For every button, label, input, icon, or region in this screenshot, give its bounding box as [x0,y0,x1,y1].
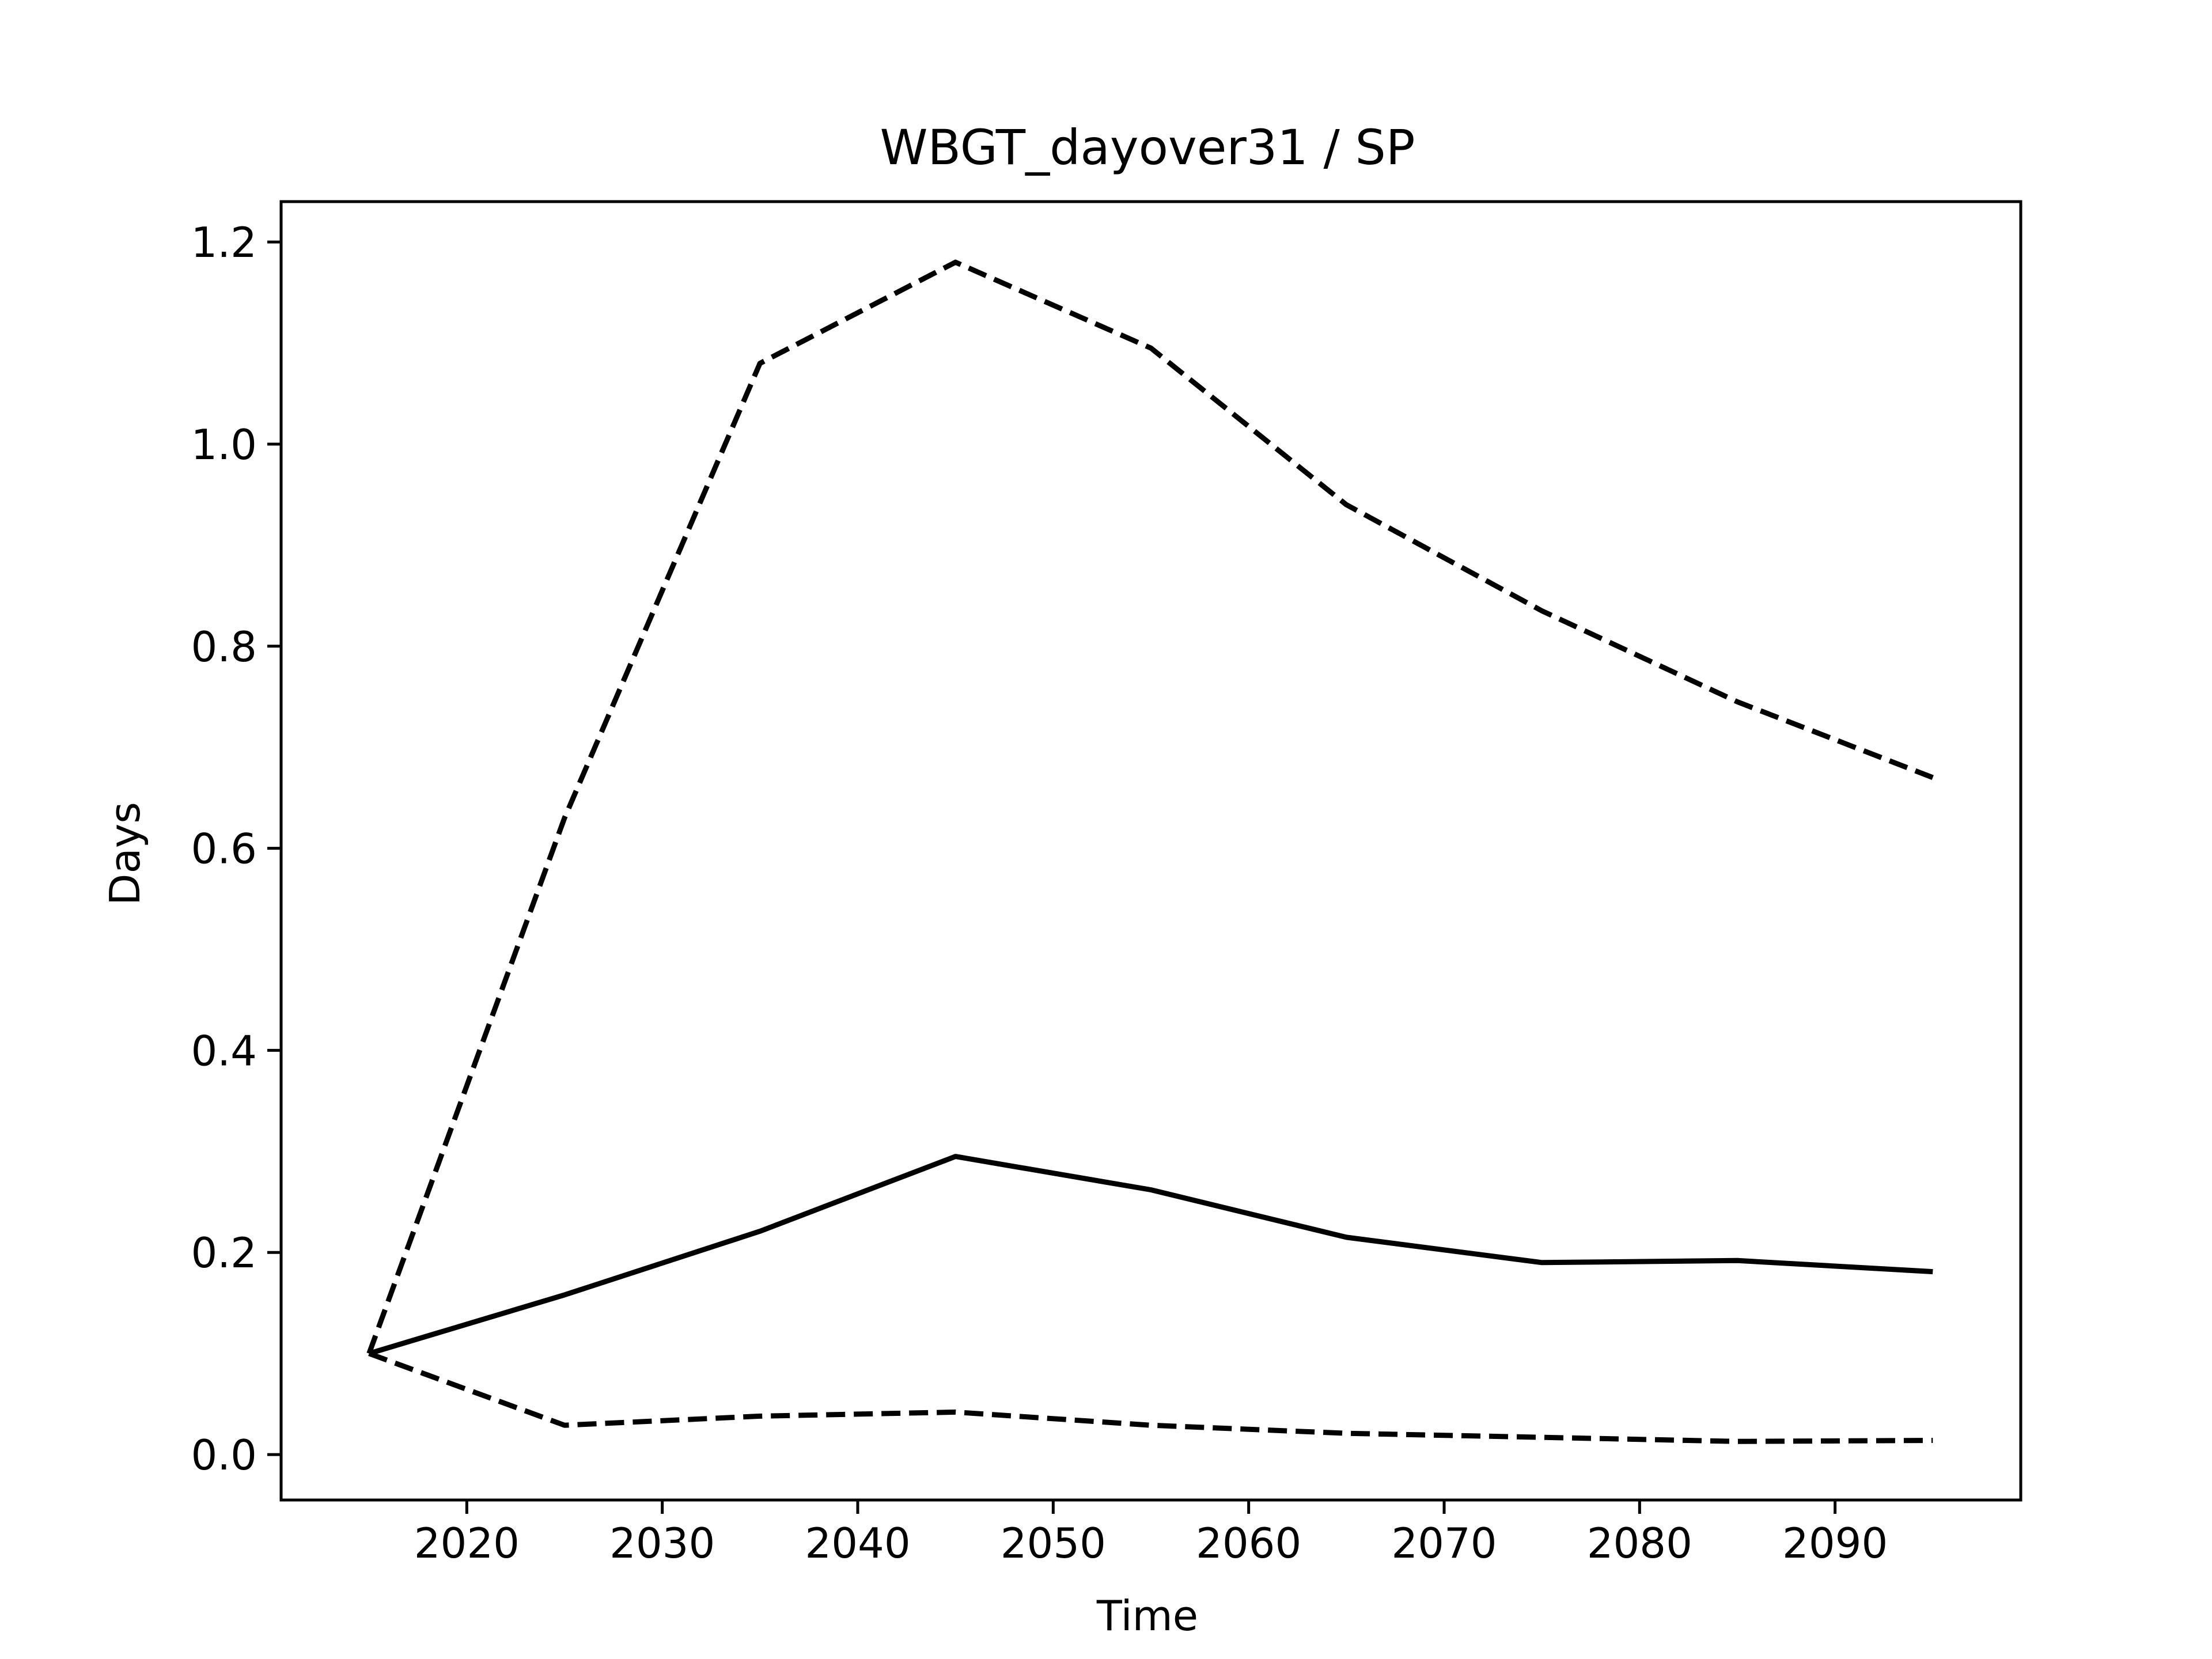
series-line-3 [368,1351,1933,1444]
y-tick-label: 0.6 [191,825,257,873]
x-tick-label: 2060 [1196,1519,1301,1567]
y-tick-label: 1.0 [191,421,257,469]
y-tick-label: 0.2 [191,1229,257,1277]
series-layer [366,259,1934,1444]
x-axis-label: Time [1096,1592,1198,1640]
x-tick-label: 2070 [1391,1519,1497,1567]
y-tick-label: 1.2 [191,218,257,267]
y-tick-label: 0.4 [191,1027,257,1075]
y-tick-label: 0.8 [191,623,257,671]
series-line-2 [368,1154,1933,1357]
x-tick-label: 2040 [805,1519,910,1567]
y-axis-ticks: 0.0 0.2 0.4 0.6 0.8 1.0 1.2 [191,218,281,1479]
x-tick-label: 2090 [1782,1519,1888,1567]
x-tick-label: 2020 [414,1519,520,1567]
y-axis-label: Days [101,802,149,906]
plot-area [279,200,2022,1502]
chart-title: WBGT_dayover31 / SP [880,119,1415,176]
x-axis-ticks: 2020 2030 2040 2050 2060 2070 2080 2090 [414,1500,1888,1567]
y-tick-label: 0.0 [191,1431,257,1479]
series-line-1 [366,259,1934,1355]
axes-frame [279,200,2022,1502]
x-tick-label: 2030 [609,1519,715,1567]
x-tick-label: 2080 [1587,1519,1692,1567]
x-tick-label: 2050 [1001,1519,1106,1567]
